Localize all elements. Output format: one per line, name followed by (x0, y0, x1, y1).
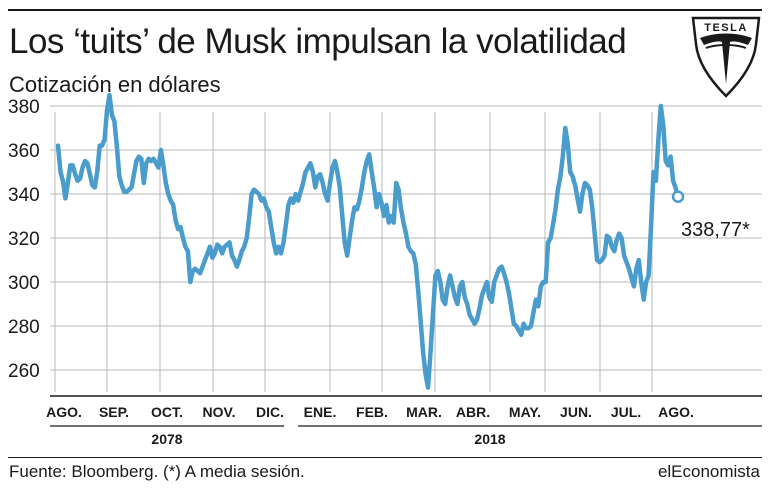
logo-wordmark: TESLA (704, 22, 748, 34)
grid-layer (50, 105, 762, 392)
month-label: DIC. (256, 404, 284, 420)
brand-label: elEconomista (657, 462, 760, 481)
y-tick-label: 300 (8, 273, 40, 294)
tesla-logo-icon: TESLA (691, 16, 761, 98)
y-tick-label: 340 (8, 185, 40, 206)
y-axis: 260 280 300 320 340 360 380 (8, 97, 40, 382)
x-axis: AGO. SEP. OCT. NOV. DIC. ENE. FEB. MAR. ABR. MAY.… (46, 395, 762, 447)
page-title: Los ‘tuits’ de Musk impulsan la volatili… (9, 22, 627, 61)
month-label: MAY. (509, 404, 541, 420)
month-label: OCT. (151, 404, 183, 420)
last-value-label: 338,77* (681, 219, 750, 241)
month-label: JUL. (611, 404, 641, 420)
y-tick-label: 360 (8, 141, 40, 162)
series-layer: 338,77* (55, 92, 750, 390)
month-label: ENE. (304, 404, 337, 420)
y-tick-label: 320 (8, 229, 40, 250)
month-label: AGO. (46, 404, 82, 420)
month-label: AGO. (658, 404, 694, 420)
y-tick-label: 380 (8, 97, 40, 118)
month-label: NOV. (203, 404, 236, 420)
month-label: ABR. (456, 404, 490, 420)
last-point-marker (671, 190, 685, 203)
year-label: 2018 (474, 431, 505, 447)
month-label: MAR. (406, 404, 442, 420)
y-tick-label: 260 (8, 361, 40, 382)
year-label: 2078 (151, 431, 182, 447)
bottom-rule (8, 457, 762, 458)
source-note: Fuente: Bloomberg. (*) A media sesión. (9, 462, 305, 481)
chart-subtitle: Cotización en dólares (9, 72, 221, 97)
price-line (55, 92, 681, 390)
top-rule (8, 9, 762, 11)
y-tick-label: 280 (8, 317, 40, 338)
month-label: SEP. (99, 404, 129, 420)
month-label: JUN. (560, 404, 592, 420)
month-label: FEB. (356, 404, 388, 420)
